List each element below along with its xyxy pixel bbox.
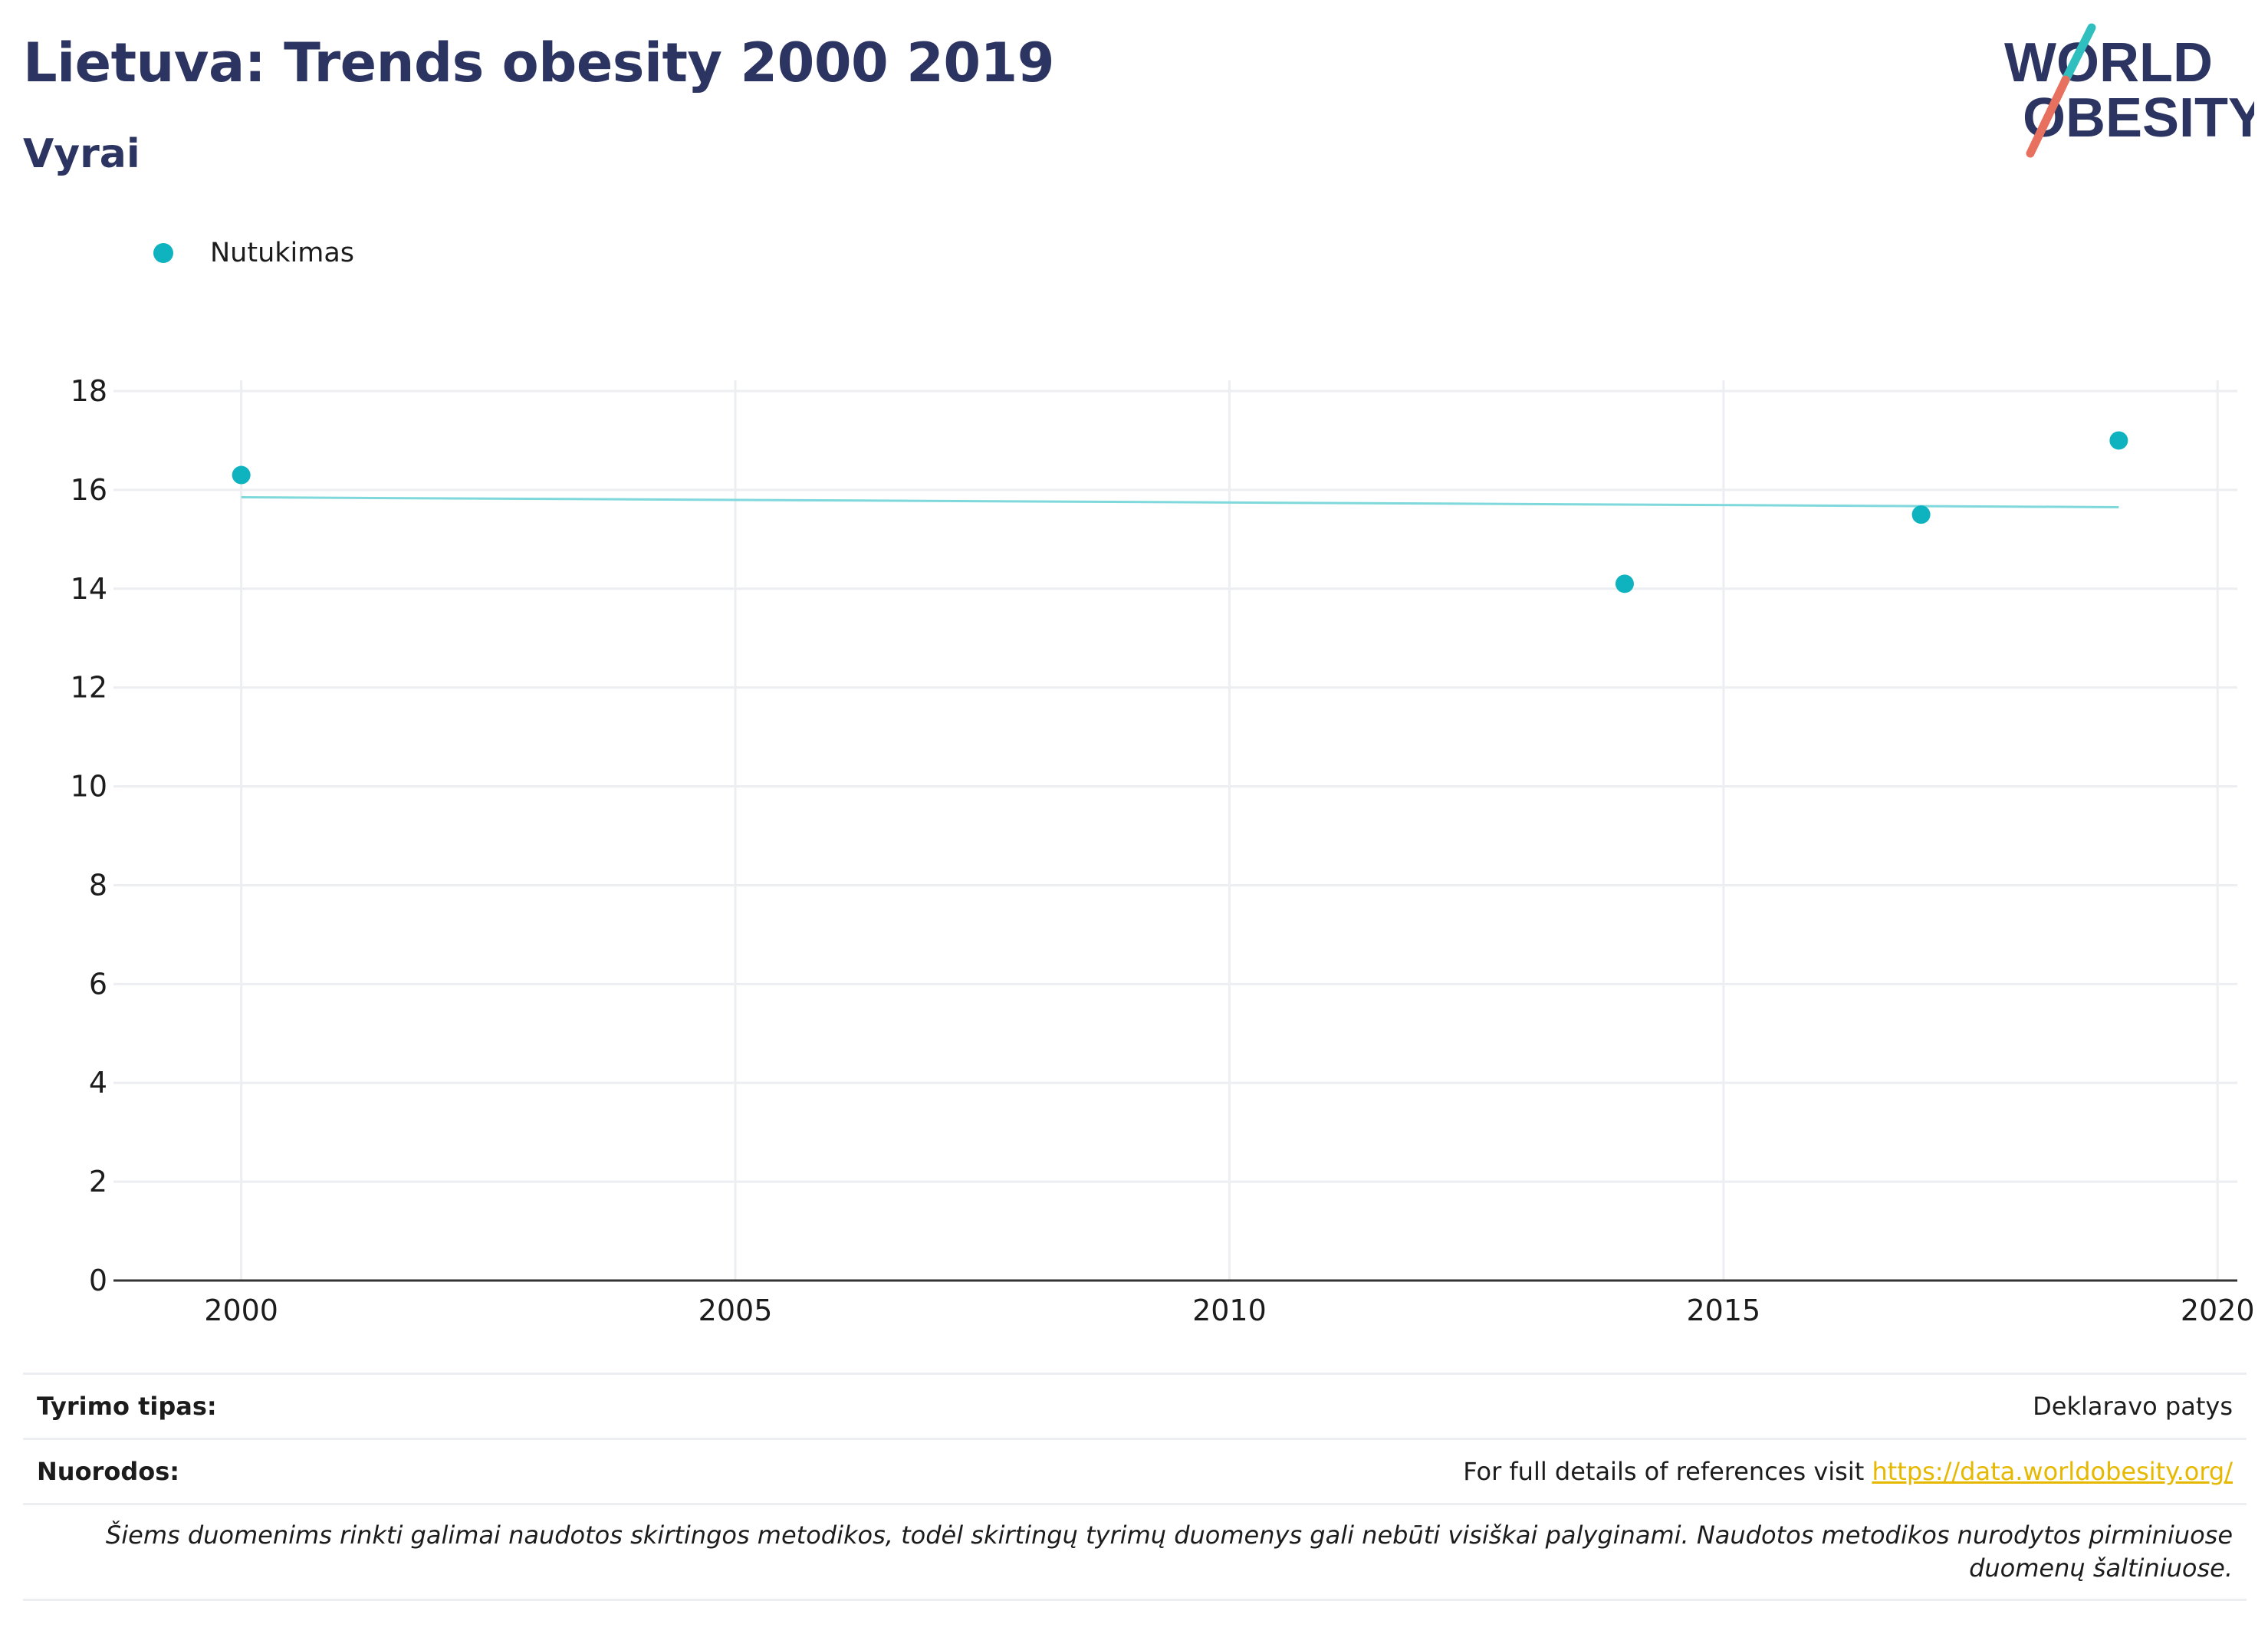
legend-marker-icon (153, 243, 173, 263)
references-value: For full details of references visit htt… (1463, 1457, 2233, 1486)
data-point (232, 465, 251, 485)
y-tick-label: 8 (89, 868, 107, 902)
data-point (2109, 431, 2128, 450)
y-tick-label: 4 (89, 1066, 107, 1100)
y-tick-label: 10 (71, 770, 107, 804)
x-tick-label: 2010 (1192, 1294, 1267, 1327)
chart-legend[interactable]: Nutukimas (153, 230, 354, 276)
data-point (1615, 574, 1634, 593)
references-link[interactable]: https://data.worldobesity.org/ (1872, 1457, 2233, 1486)
x-tick-label: 2020 (2181, 1294, 2255, 1327)
references-row: Nuorodos: For full details of references… (23, 1438, 2247, 1503)
y-tick-label: 12 (71, 671, 107, 705)
legend-label: Nutukimas (210, 238, 355, 268)
y-tick-label: 18 (71, 374, 107, 408)
x-tick-label: 2005 (698, 1294, 773, 1327)
survey-type-row: Tyrimo tipas: Deklaravo patys (23, 1373, 2247, 1438)
x-tick-label: 2000 (204, 1294, 278, 1327)
y-tick-label: 14 (71, 572, 107, 606)
y-tick-label: 0 (89, 1264, 107, 1297)
y-tick-label: 16 (71, 473, 107, 507)
svg-text:WORLD: WORLD (2004, 32, 2213, 94)
survey-type-label: Tyrimo tipas: (37, 1392, 217, 1421)
scatter-chart: 0 2 4 6 8 10 12 14 16 18 2000 2005 2010 2015 2020 (71, 374, 2255, 1327)
world-obesity-logo: WORLD OBESITY (2004, 23, 2254, 158)
references-text: For full details of references visit (1463, 1457, 1872, 1486)
references-label: Nuorodos: (37, 1457, 180, 1486)
chart-subtitle: Vyrai (23, 131, 140, 177)
info-table: Tyrimo tipas: Deklaravo patys Nuorodos: … (23, 1373, 2247, 1602)
data-point (1911, 505, 1931, 524)
chart-title: Lietuva: Trends obesity 2000 2019 (23, 31, 1054, 94)
y-tick-label: 6 (89, 967, 107, 1001)
x-tick-label: 2015 (1686, 1294, 1760, 1327)
methodology-note: Šiems duomenims rinkti galimai naudotos … (23, 1503, 2247, 1602)
survey-type-value: Deklaravo patys (2033, 1392, 2233, 1421)
y-tick-label: 2 (89, 1165, 107, 1198)
trend-line (241, 496, 2119, 508)
